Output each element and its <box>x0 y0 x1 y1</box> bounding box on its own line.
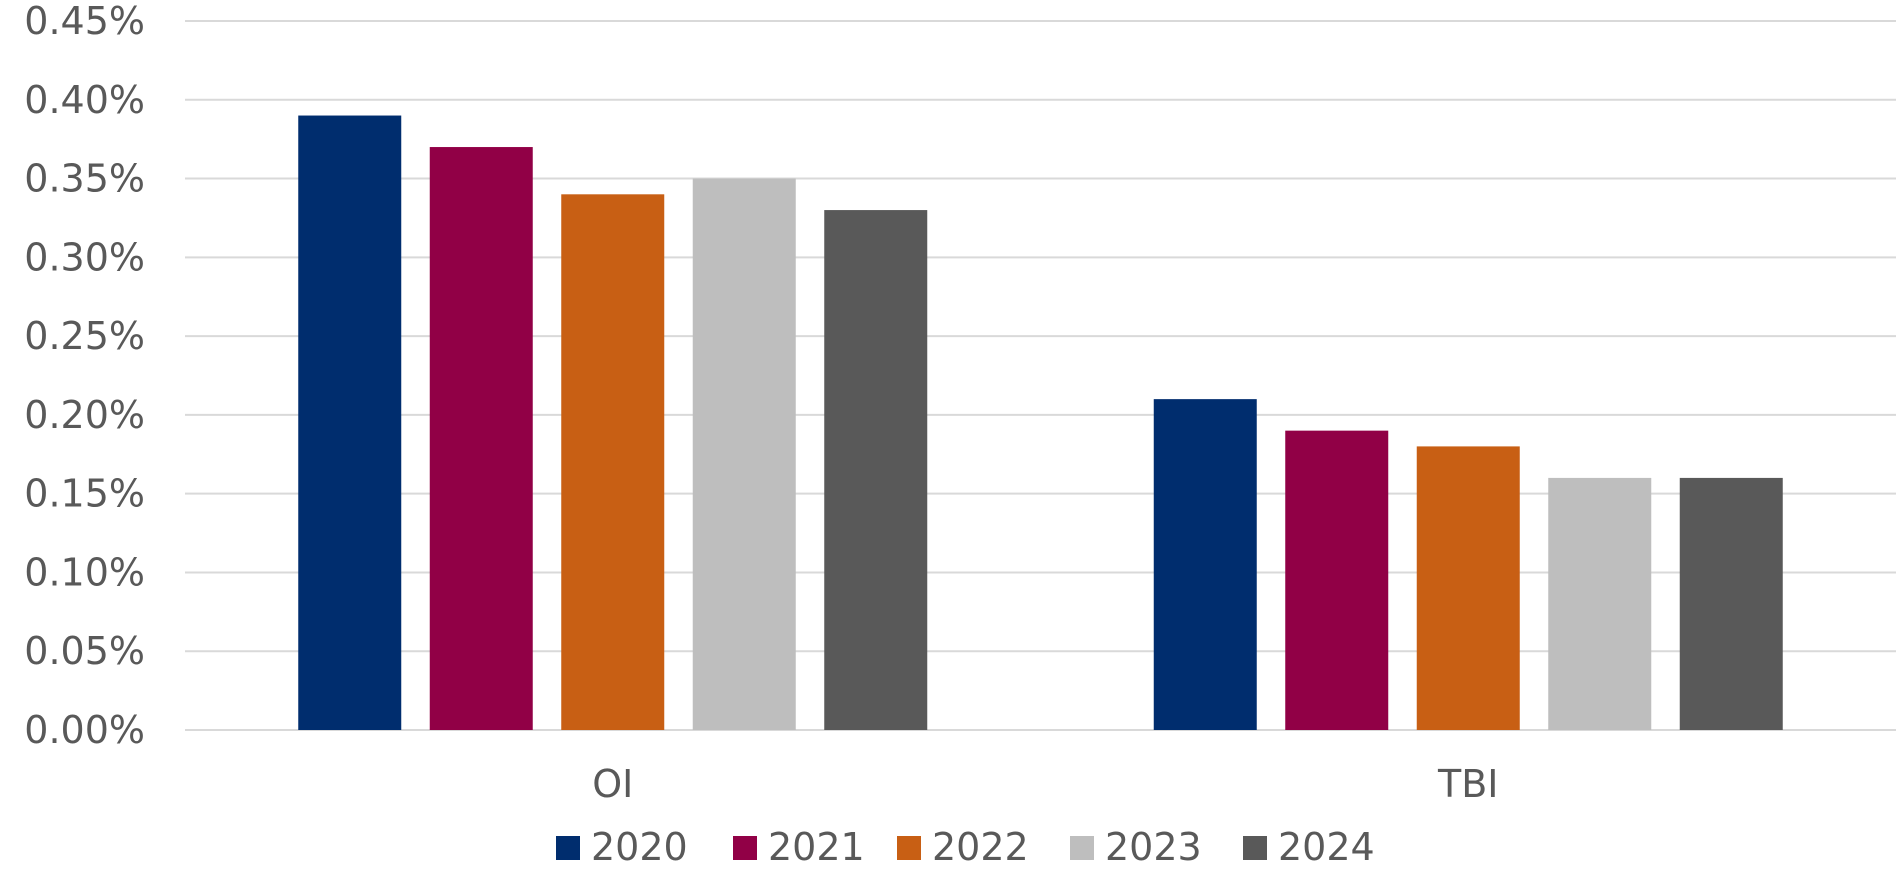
legend-swatch-2024 <box>1243 836 1267 860</box>
bar-oi-2024 <box>824 210 928 731</box>
legend-swatch-2023 <box>1070 836 1094 860</box>
bar-tbi-2021 <box>1285 430 1389 730</box>
bar-tbi-2020 <box>1153 399 1257 730</box>
bar-oi-2020 <box>298 115 402 731</box>
y-tick-label: 0.40% <box>24 78 145 122</box>
y-tick-label: 0.30% <box>24 235 145 279</box>
y-tick-label: 0.05% <box>24 629 145 673</box>
legend-label: 2023 <box>1105 825 1202 869</box>
y-tick-label: 0.25% <box>24 314 145 358</box>
x-category-label: OI <box>592 762 633 806</box>
legend-label: 2021 <box>768 825 865 869</box>
bar-oi-2021 <box>429 147 533 731</box>
legend-label: 2024 <box>1278 825 1375 869</box>
x-category-label: TBI <box>1437 762 1499 806</box>
legend-swatch-2020 <box>556 836 580 860</box>
legend: 2020 2021 2022 2023 2024 <box>556 825 1375 869</box>
legend-swatch-2021 <box>733 836 757 860</box>
x-axis-categories: OI TBI <box>592 762 1498 806</box>
y-tick-label: 0.00% <box>24 708 145 752</box>
y-tick-label: 0.35% <box>24 157 145 201</box>
y-tick-label: 0.10% <box>24 550 145 594</box>
bar-oi-2022 <box>561 194 665 731</box>
y-tick-label: 0.15% <box>24 472 145 516</box>
legend-label: 2020 <box>591 825 688 869</box>
bars <box>298 115 1783 731</box>
y-tick-label: 0.20% <box>24 393 145 437</box>
bar-tbi-2023 <box>1548 477 1652 730</box>
y-axis-ticks: 0.00% 0.05% 0.10% 0.15% 0.20% 0.25% 0.30% 0.35%… <box>24 0 145 752</box>
bar-tbi-2024 <box>1679 477 1783 730</box>
legend-label: 2022 <box>932 825 1029 869</box>
bar-tbi-2022 <box>1416 446 1520 730</box>
y-tick-label: 0.45% <box>24 0 145 43</box>
legend-swatch-2022 <box>897 836 921 860</box>
bar-oi-2023 <box>692 178 796 731</box>
